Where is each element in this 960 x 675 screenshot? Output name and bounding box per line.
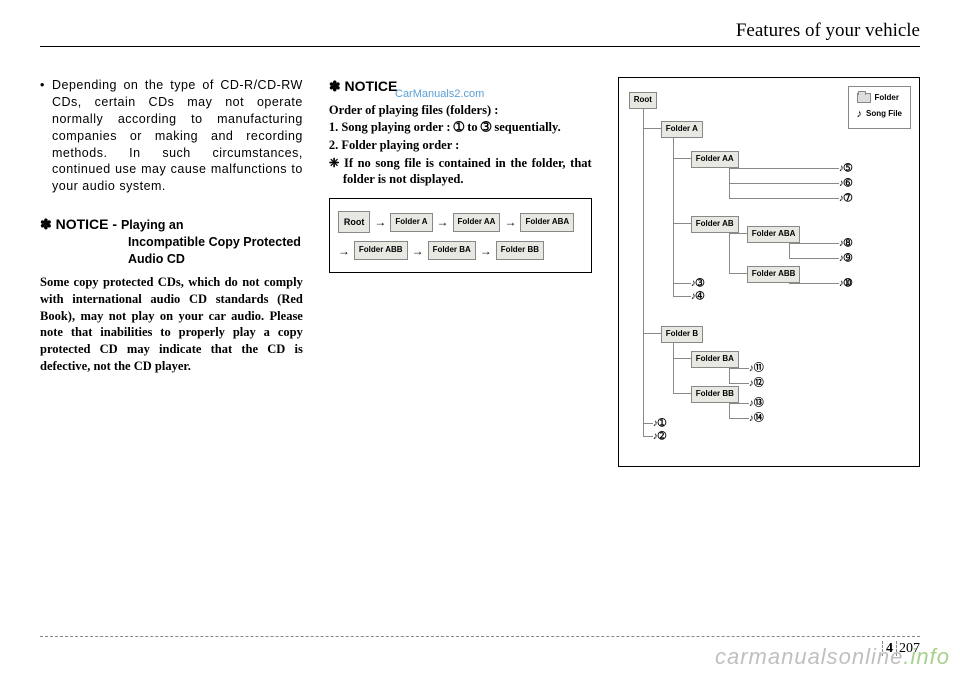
node-folder-a: Folder A <box>661 121 703 138</box>
notice-prefix: ✽ NOTICE - <box>40 216 121 232</box>
song-9: ♪➈ <box>839 252 852 266</box>
page-header: Features of your vehicle <box>40 20 920 47</box>
song-7: ♪➆ <box>839 192 852 206</box>
tree-line <box>673 343 674 393</box>
music-note-icon: ♪ <box>857 107 863 122</box>
song-13: ♪⑬ <box>749 397 764 411</box>
tree-line <box>729 273 747 274</box>
song-2: ♪➁ <box>653 430 666 444</box>
tree-line <box>789 258 839 259</box>
tree-line <box>729 368 749 369</box>
order-item-3: ❈ If no song file is contained in the fo… <box>329 155 592 189</box>
folder-icon <box>857 93 871 103</box>
manual-page: Features of your vehicle CarManuals2.com… <box>0 0 960 675</box>
tree-line <box>729 383 749 384</box>
tree-line <box>729 403 749 404</box>
column-1: Depending on the type of CD-R/CD-RW CDs,… <box>40 77 303 467</box>
tree-line <box>673 158 691 159</box>
tree-line <box>673 393 691 394</box>
legend-song-label: Song File <box>866 109 902 120</box>
order-item-1: 1. Song playing order : ➀ to ➂ sequentia… <box>329 119 592 136</box>
song-4: ♪➃ <box>691 290 704 304</box>
tree-line <box>729 403 730 418</box>
tree-line <box>729 168 839 169</box>
notice-sub-1a: Playing an <box>121 218 184 232</box>
node-folder-bb: Folder BB <box>691 386 739 403</box>
watermark-bottom: carmanualsonline.info <box>715 644 950 670</box>
node-root: Root <box>629 92 657 109</box>
tree-line <box>789 283 839 284</box>
song-5: ♪➄ <box>839 162 852 176</box>
tree-line <box>729 418 749 419</box>
tree-line <box>673 283 691 284</box>
song-11: ♪⑪ <box>749 362 764 376</box>
notice-body-1: Some copy protected CDs, which do not co… <box>40 274 303 375</box>
node-folder-ab: Folder AB <box>691 216 739 233</box>
song-8: ♪➇ <box>839 237 852 251</box>
arrow-icon: → <box>412 243 424 259</box>
tree-line <box>673 358 691 359</box>
tree-line <box>673 296 691 297</box>
song-1: ♪➀ <box>653 417 666 431</box>
cd-warning-bullet: Depending on the type of CD-R/CD-RW CDs,… <box>40 77 303 195</box>
tree-line <box>729 233 730 273</box>
tree-line <box>643 333 661 334</box>
tree-line <box>729 233 747 234</box>
node-folder-aa: Folder AA <box>691 151 739 168</box>
arrow-icon: → <box>480 243 492 259</box>
tree-line <box>643 128 661 129</box>
node-folder-b: Folder B <box>661 326 703 343</box>
tree-line <box>729 183 839 184</box>
tree-line <box>643 106 644 436</box>
folder-tree-diagram: Folder ♪ Song File <box>618 77 920 467</box>
order-row-2: → Folder ABB → Folder BA → Folder BB <box>338 241 583 260</box>
order-title: Order of playing files (folders) : <box>329 102 592 119</box>
tree-line <box>643 423 653 424</box>
column-3: Folder ♪ Song File <box>618 77 920 467</box>
node-folder-ba: Folder BA <box>691 351 739 368</box>
song-3: ♪➂ <box>691 277 704 291</box>
chip-folder-abb: Folder ABB <box>354 241 408 260</box>
chip-folder-ba: Folder BA <box>428 241 476 260</box>
node-folder-aba: Folder ABA <box>747 226 801 243</box>
order-row-1: Root → Folder A → Folder AA → Folder ABA <box>338 211 583 233</box>
chip-folder-bb: Folder BB <box>496 241 544 260</box>
tree-line <box>673 138 674 296</box>
header-title: Features of your vehicle <box>40 20 920 42</box>
arrow-icon: → <box>374 214 386 230</box>
node-folder-abb: Folder ABB <box>747 266 801 283</box>
chip-folder-a: Folder A <box>390 213 432 232</box>
tree-line <box>789 243 839 244</box>
legend-box: Folder ♪ Song File <box>848 86 912 129</box>
watermark-info: .info <box>903 644 950 669</box>
column-2: ✽ NOTICE Order of playing files (folders… <box>329 77 592 467</box>
tree-line <box>673 223 691 224</box>
arrow-icon: → <box>504 214 516 230</box>
arrow-icon: → <box>338 243 350 259</box>
chip-folder-aa: Folder AA <box>453 213 501 232</box>
song-12: ♪⑫ <box>749 377 764 391</box>
legend-folder-row: Folder <box>857 93 903 104</box>
tree-line <box>643 436 653 437</box>
content-columns: Depending on the type of CD-R/CD-RW CDs,… <box>40 77 920 467</box>
legend-folder-label: Folder <box>875 93 899 104</box>
tree-line <box>789 243 790 258</box>
watermark-link: CarManuals2.com <box>395 88 484 100</box>
chip-root: Root <box>338 211 371 233</box>
watermark-cm: carmanualsonline <box>715 644 903 669</box>
tree-line <box>729 368 730 383</box>
order-item-2: 2. Folder playing order : <box>329 137 592 154</box>
legend-song-row: ♪ Song File <box>857 107 903 122</box>
playing-order-diagram: Root → Folder A → Folder AA → Folder ABA… <box>329 198 592 273</box>
notice-heading-1: ✽ NOTICE - Playing an Incompatible Copy … <box>40 215 303 268</box>
chip-folder-aba: Folder ABA <box>520 213 574 232</box>
notice-sub-1b: Incompatible Copy Protected Audio CD <box>128 234 303 268</box>
song-10: ♪➉ <box>839 277 852 291</box>
arrow-icon: → <box>437 214 449 230</box>
song-14: ♪⑭ <box>749 412 764 426</box>
song-6: ♪➅ <box>839 177 852 191</box>
tree-line <box>729 198 839 199</box>
